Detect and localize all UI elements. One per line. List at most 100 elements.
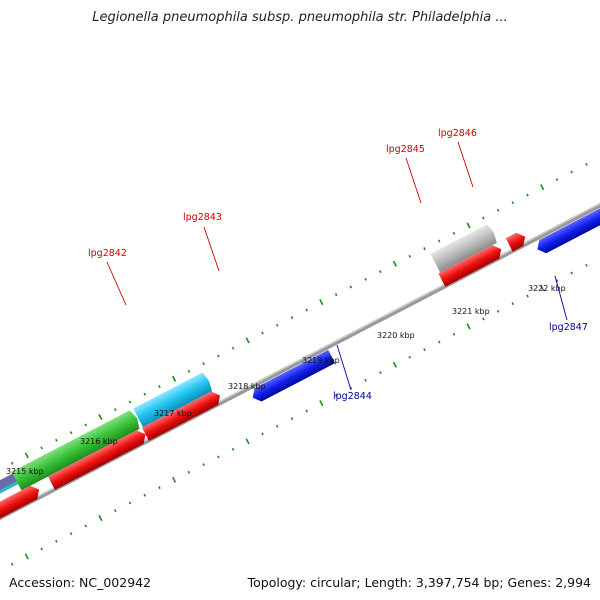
- upper-tick-track: [10, 155, 600, 465]
- minor-tick: [55, 438, 58, 442]
- minor-tick: [423, 348, 426, 352]
- minor-tick: [364, 378, 367, 382]
- tick-label-3222: 3222 kbp: [528, 284, 566, 293]
- accession-label: Accession: NC_002942: [9, 575, 152, 590]
- minor-tick: [585, 263, 588, 267]
- minor-tick: [290, 316, 294, 320]
- tick-label-3220: 3220 kbp: [377, 331, 415, 340]
- leader-lpg2847: [554, 275, 568, 321]
- gene-arrow-lpg2843-cyan[interactable]: [133, 372, 214, 428]
- major-tick: [466, 323, 471, 330]
- leader-lpg2843: [203, 226, 220, 272]
- minor-tick: [158, 486, 161, 490]
- lower-tick-track: [10, 256, 600, 566]
- gene-arrow-lpg2846-red[interactable]: [505, 230, 529, 252]
- major-tick: [319, 400, 324, 407]
- major-tick: [319, 299, 324, 306]
- minor-tick: [496, 208, 500, 212]
- tick-labels: 3215 kbp 3216 kbp 3217 kbp 3218 kbp 3219…: [6, 284, 566, 476]
- minor-tick: [128, 501, 132, 505]
- major-tick: [392, 361, 398, 368]
- minor-tick: [10, 562, 14, 566]
- map-title: Legionella pneumophila subsp. pneumophil…: [92, 10, 508, 25]
- minor-tick: [113, 408, 117, 412]
- minor-tick: [275, 323, 279, 327]
- topology-label: Topology: circular; Length: 3,397,754 bp…: [247, 575, 591, 590]
- minor-tick: [10, 461, 14, 465]
- minor-tick: [482, 216, 485, 220]
- minor-tick: [202, 463, 205, 467]
- minor-tick: [261, 432, 264, 436]
- minor-tick: [69, 532, 73, 536]
- minor-tick: [379, 270, 382, 274]
- minor-tick: [452, 231, 456, 235]
- major-tick: [540, 285, 545, 292]
- lower-ticks: [10, 256, 600, 566]
- minor-tick: [217, 354, 220, 358]
- major-tick: [245, 438, 250, 445]
- tick-label-3221: 3221 kbp: [452, 307, 490, 316]
- minor-tick: [128, 400, 132, 404]
- minor-tick: [113, 509, 117, 513]
- minor-tick: [585, 162, 588, 166]
- minor-tick: [55, 539, 58, 543]
- major-tick: [540, 184, 545, 191]
- leader-lpg2845: [405, 157, 422, 204]
- gene-arrow-lpg2847-blue[interactable]: [534, 203, 600, 256]
- minor-tick: [202, 362, 205, 366]
- minor-tick: [305, 308, 308, 312]
- minor-tick: [40, 446, 43, 450]
- minor-tick: [217, 455, 220, 459]
- minor-tick: [496, 309, 500, 313]
- minor-tick: [40, 547, 43, 551]
- tick-label-3219: 3219 kbp: [302, 356, 340, 365]
- gene-arrow-lpg2845-red[interactable]: [438, 242, 504, 287]
- upper-ticks: [10, 155, 600, 465]
- minor-tick: [408, 254, 412, 258]
- minor-tick: [379, 371, 382, 375]
- minor-tick: [526, 193, 529, 197]
- minus-strand-features: [249, 203, 600, 404]
- tick-label-3218: 3218 kbp: [228, 382, 266, 391]
- minor-tick: [231, 346, 235, 350]
- gene-label-lpg2843[interactable]: lpg2843: [183, 212, 222, 223]
- gene-arrow-lpg2844-blue[interactable]: [249, 349, 336, 404]
- minor-tick: [437, 239, 441, 243]
- major-tick: [392, 260, 398, 267]
- minor-tick: [187, 470, 191, 474]
- minor-tick: [482, 317, 485, 321]
- minor-tick: [349, 285, 353, 289]
- minor-tick: [511, 302, 515, 306]
- major-tick: [24, 553, 29, 560]
- major-tick: [24, 452, 29, 459]
- major-tick: [98, 414, 103, 421]
- gene-arrow-lpg2842-green[interactable]: [11, 409, 142, 491]
- minor-tick: [364, 277, 367, 281]
- tick-label-3216: 3216 kbp: [80, 437, 118, 446]
- gene-label-lpg2845[interactable]: lpg2845: [386, 144, 425, 155]
- gene-label-lpg2844[interactable]: lpg2844: [333, 391, 372, 402]
- minor-tick: [511, 201, 515, 205]
- minor-tick: [261, 331, 264, 335]
- plus-strand-features: [0, 223, 529, 539]
- tick-label-3217: 3217 kbp: [154, 409, 192, 418]
- gene-arrow-lpg2845-gray[interactable]: [430, 223, 498, 273]
- major-tick: [466, 222, 471, 229]
- minor-tick: [187, 369, 191, 373]
- minor-tick: [275, 424, 279, 428]
- gene-arrow-lpg2842-red[interactable]: [48, 428, 149, 490]
- major-tick: [245, 337, 250, 344]
- gene-arrow-red-0[interactable]: [0, 483, 43, 539]
- minor-tick: [526, 294, 529, 298]
- tick-label-3215: 3215 kbp: [6, 467, 44, 476]
- minor-tick: [334, 394, 338, 398]
- minor-tick: [555, 178, 559, 182]
- leader-lpg2844: [336, 344, 352, 391]
- gene-label-lpg2847[interactable]: lpg2847: [549, 322, 588, 333]
- gene-label-lpg2842[interactable]: lpg2842: [88, 248, 127, 259]
- gene-arrow-lpg2843-red[interactable]: [142, 389, 223, 441]
- gene-label-lpg2846[interactable]: lpg2846: [438, 128, 477, 139]
- minor-tick: [452, 332, 456, 336]
- minor-tick: [84, 423, 88, 427]
